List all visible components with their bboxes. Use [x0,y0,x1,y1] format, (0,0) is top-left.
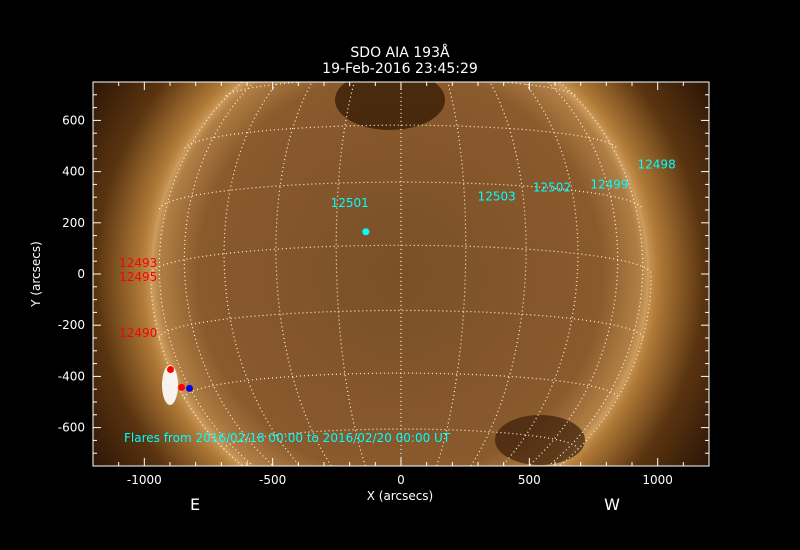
solar-disk [151,82,649,466]
latitude-gridline [183,372,619,399]
y-axis-label: Y (arcsecs) [29,241,43,308]
longitude-gridline [150,273,244,466]
longitude-gridline [158,82,255,466]
x-tick-label: 0 [397,473,405,487]
y-tick-label: 600 [62,113,85,127]
x-tick-label: -500 [259,473,286,487]
latitude-gridline [184,124,618,149]
y-tick-label: 0 [77,267,85,281]
flare-marker [186,384,194,392]
y-tick-label: 400 [62,165,85,179]
plot-subtitle: 19-Feb-2016 23:45:29 [322,61,478,77]
longitude-gridline [547,82,644,466]
west-label: W [604,495,620,514]
y-tick-label: -200 [58,318,85,332]
active-region-label-12503: 12503 [478,190,516,204]
latitude-gridline [158,181,644,210]
active-region-label-12501: 12501 [331,196,369,210]
active-region-label-12490: 12490 [119,326,157,340]
latitude-gridline [343,27,459,31]
active-region-label-12498: 12498 [638,158,676,172]
active-region-label-12499: 12499 [590,178,628,192]
x-tick-label: 1000 [642,473,673,487]
y-tick-label: -600 [58,421,85,435]
longitude-gridline [558,273,652,466]
latitude-gridline [336,506,466,513]
flare-marker [362,228,370,236]
plot-title: SDO AIA 193Å [350,44,450,61]
active-region-label-12495: 12495 [119,270,157,284]
coronal-hole [335,82,445,130]
latitude-gridline [150,244,652,275]
x-axis-label: X (arcsecs) [367,489,434,503]
longitude-gridline [435,82,467,466]
coronal-hole-south [495,415,585,465]
latitude-gridline [225,82,577,97]
active-region-label-12502: 12502 [533,181,571,195]
longitude-gridline [335,82,367,466]
active-region-label-12493: 12493 [119,256,157,270]
y-tick-label: -400 [58,369,85,383]
bright-limb-flare [162,365,178,405]
flare-marker [178,383,186,391]
x-tick-label: 500 [518,473,541,487]
flare-legend-text: Flares from 2016/02/18 00:00 to 2016/02/… [124,431,451,445]
x-tick-label: -1000 [127,473,162,487]
flare-marker [167,365,175,373]
y-tick-label: 200 [62,216,85,230]
east-label: E [190,495,200,514]
